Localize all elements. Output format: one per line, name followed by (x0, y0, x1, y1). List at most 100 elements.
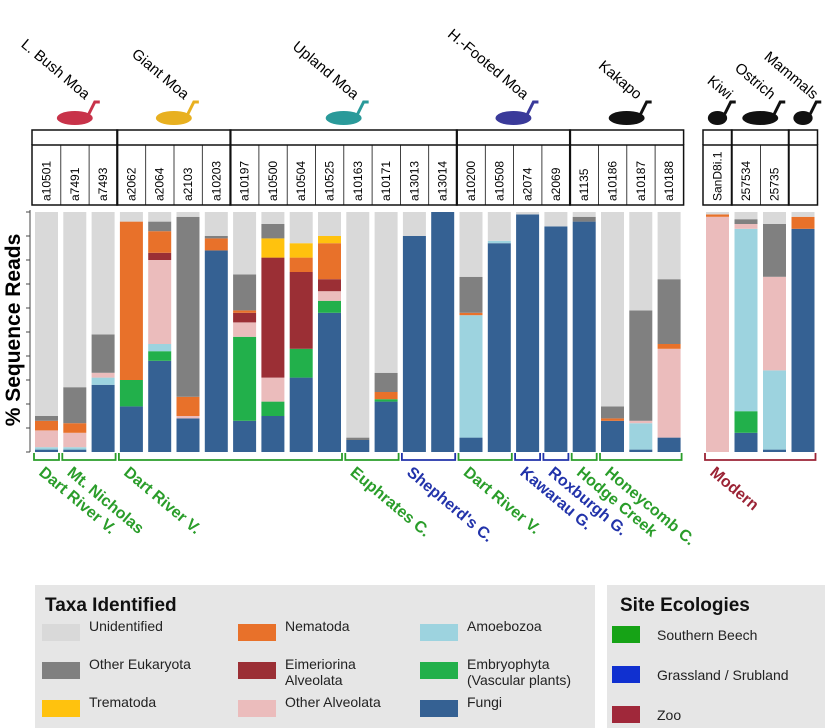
bar-segment (63, 387, 87, 424)
bar-segment (204, 250, 228, 452)
site-bracket (542, 453, 570, 461)
bar-segment (601, 420, 624, 452)
bar-segment (763, 212, 786, 224)
bar-segment (63, 423, 87, 433)
bar-segment (261, 212, 285, 224)
sample-label: a10163 (351, 161, 365, 201)
animal-icon (325, 111, 362, 125)
animal-icon (793, 111, 813, 125)
animal-icon-neck (526, 100, 539, 115)
animal-icon (495, 111, 532, 125)
sample-label: a13013 (407, 161, 421, 201)
legend-label: Trematoda (89, 694, 157, 710)
legend-swatch (420, 662, 458, 679)
legend-swatch (420, 624, 458, 641)
sample-label: 257534 (739, 161, 753, 201)
animal-icon-neck (772, 100, 786, 115)
bar-segment (374, 392, 398, 400)
bar-segment (91, 384, 115, 452)
bar-segment (318, 291, 341, 301)
bar-segment (289, 257, 313, 272)
bar-segment (318, 300, 341, 313)
bar-segment (763, 370, 786, 450)
animal-icon-neck (356, 100, 369, 115)
sample-label: 25735 (768, 167, 782, 201)
bar-segment (204, 236, 228, 239)
bar-segment (601, 406, 624, 419)
bar-segment (459, 315, 483, 438)
site-label: Modern (706, 464, 761, 514)
bar-segment (402, 236, 426, 452)
sample-label: a10501 (40, 161, 54, 201)
bar-segment (233, 336, 257, 421)
bar-segment (35, 420, 58, 431)
legend-label: Other Alveolata (285, 694, 381, 710)
bar-segment (91, 372, 115, 378)
sample-label: a10188 (662, 161, 676, 201)
bar-segment (374, 212, 398, 373)
bar-segment (233, 212, 257, 275)
bar-segment (629, 420, 653, 424)
bar-segment (318, 312, 341, 452)
bar-segment (63, 432, 87, 448)
bar-segment (459, 212, 483, 277)
group-bracket (31, 129, 119, 145)
site-bracket (61, 453, 117, 461)
bar-segment (318, 236, 341, 244)
ecology-legend-box (607, 585, 825, 728)
bar-segment (119, 406, 143, 452)
bar-segment (318, 243, 341, 280)
bar-segment (487, 212, 511, 241)
sample-label: a2062 (124, 167, 138, 201)
legend-label: Fungi (467, 694, 503, 710)
bar-segment (459, 312, 483, 316)
bar-segment (431, 212, 455, 452)
bar-segment (734, 212, 758, 220)
bar-segment (119, 380, 143, 407)
sample-label: a7491 (68, 167, 82, 201)
bar-segment (63, 212, 87, 388)
bar-segment (459, 437, 483, 452)
animal-label: Upland Moa (289, 38, 362, 103)
animal-icon-neck (808, 100, 822, 115)
ecology-title: Site Ecologies (620, 595, 750, 616)
bar-segment (289, 212, 313, 244)
animal-icon (608, 111, 645, 125)
ecology-swatch (612, 706, 640, 723)
bar-segment (374, 399, 398, 402)
bar-segment (63, 447, 87, 450)
sample-label: a10171 (379, 161, 393, 201)
bar-segment (734, 219, 758, 224)
bar-segment (261, 401, 285, 416)
bar-segment (35, 430, 58, 448)
bar-segment (763, 449, 786, 452)
animal-icon (707, 111, 728, 125)
bar-segment (148, 252, 172, 260)
taxa-legend-box (35, 585, 595, 728)
y-axis-label: % Sequence Reads (2, 234, 25, 427)
bar-segment (148, 212, 172, 222)
ecology-label: Grassland / Srubland (657, 667, 789, 683)
bar-segment (176, 216, 200, 397)
legend-swatch (42, 662, 80, 679)
legend-swatch (42, 700, 80, 717)
bar-segment (148, 231, 172, 253)
sample-label: a2069 (549, 167, 563, 201)
bar-segment (261, 257, 285, 378)
site-bracket (401, 453, 457, 461)
bar-segment (516, 212, 540, 215)
animal-icon-neck (639, 100, 652, 115)
site-bracket (599, 453, 683, 461)
bar-segment (734, 411, 758, 433)
animal-label: Kakapo (595, 57, 645, 103)
site-bracket (118, 453, 343, 461)
bar-segment (261, 377, 285, 402)
bar-segment (374, 401, 398, 452)
animal-icon-neck (723, 100, 736, 115)
bar-segment (657, 348, 681, 438)
animal-icon (56, 111, 93, 125)
sample-label: a13014 (436, 161, 450, 201)
site-bracket (344, 453, 400, 461)
sample-label: a10504 (294, 161, 308, 201)
